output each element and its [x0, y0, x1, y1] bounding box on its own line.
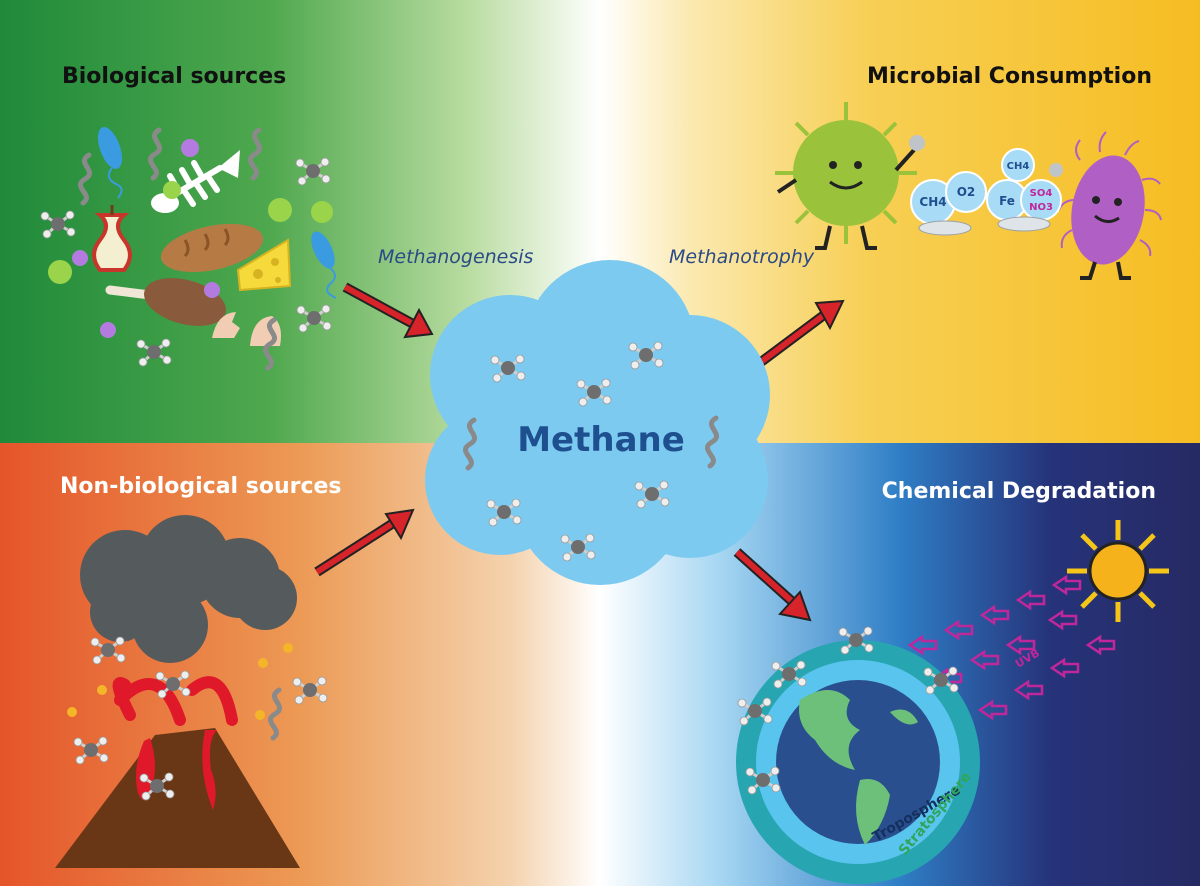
no3-label: NO3: [1029, 202, 1053, 213]
apple-core-icon: [92, 205, 132, 272]
fe-label: Fe: [999, 194, 1015, 208]
bacterium-icon: [97, 127, 123, 199]
so4-label: SO4: [1030, 188, 1053, 199]
microbial-consumption-title: Microbial Consumption: [867, 64, 1152, 89]
arrow-icon: [342, 282, 434, 339]
arrow-icon: [733, 548, 812, 622]
methane-label: Methane: [517, 420, 685, 460]
virus-icon: [72, 139, 220, 338]
o2-label: O2: [957, 185, 976, 199]
virus-icon: [48, 181, 333, 284]
virus-icon: [775, 102, 925, 250]
bread-icon: [160, 223, 264, 273]
bacterium-icon: [311, 231, 337, 299]
smoke-cloud-icon: [80, 515, 297, 663]
lava-drop-icon: [67, 643, 293, 720]
bacterium-icon: [1049, 131, 1162, 280]
molecule-bubbles: [910, 148, 1062, 236]
arrow-icon: [754, 299, 845, 370]
arrow-icon: [314, 508, 415, 577]
biological-sources-title: Biological sources: [62, 64, 287, 89]
sun-icon: [1067, 520, 1169, 622]
ch4-label: CH4: [919, 195, 946, 209]
earth-icon: [736, 640, 980, 884]
methanogenesis-label: Methanogenesis: [378, 246, 534, 268]
cheese-icon: [236, 238, 292, 292]
methanotrophy-label: Methanotrophy: [669, 246, 815, 268]
chemical-degradation-title: Chemical Degradation: [881, 479, 1156, 504]
non-biological-sources-title: Non-biological sources: [60, 474, 342, 499]
ch4-top-label: CH4: [1007, 161, 1030, 172]
